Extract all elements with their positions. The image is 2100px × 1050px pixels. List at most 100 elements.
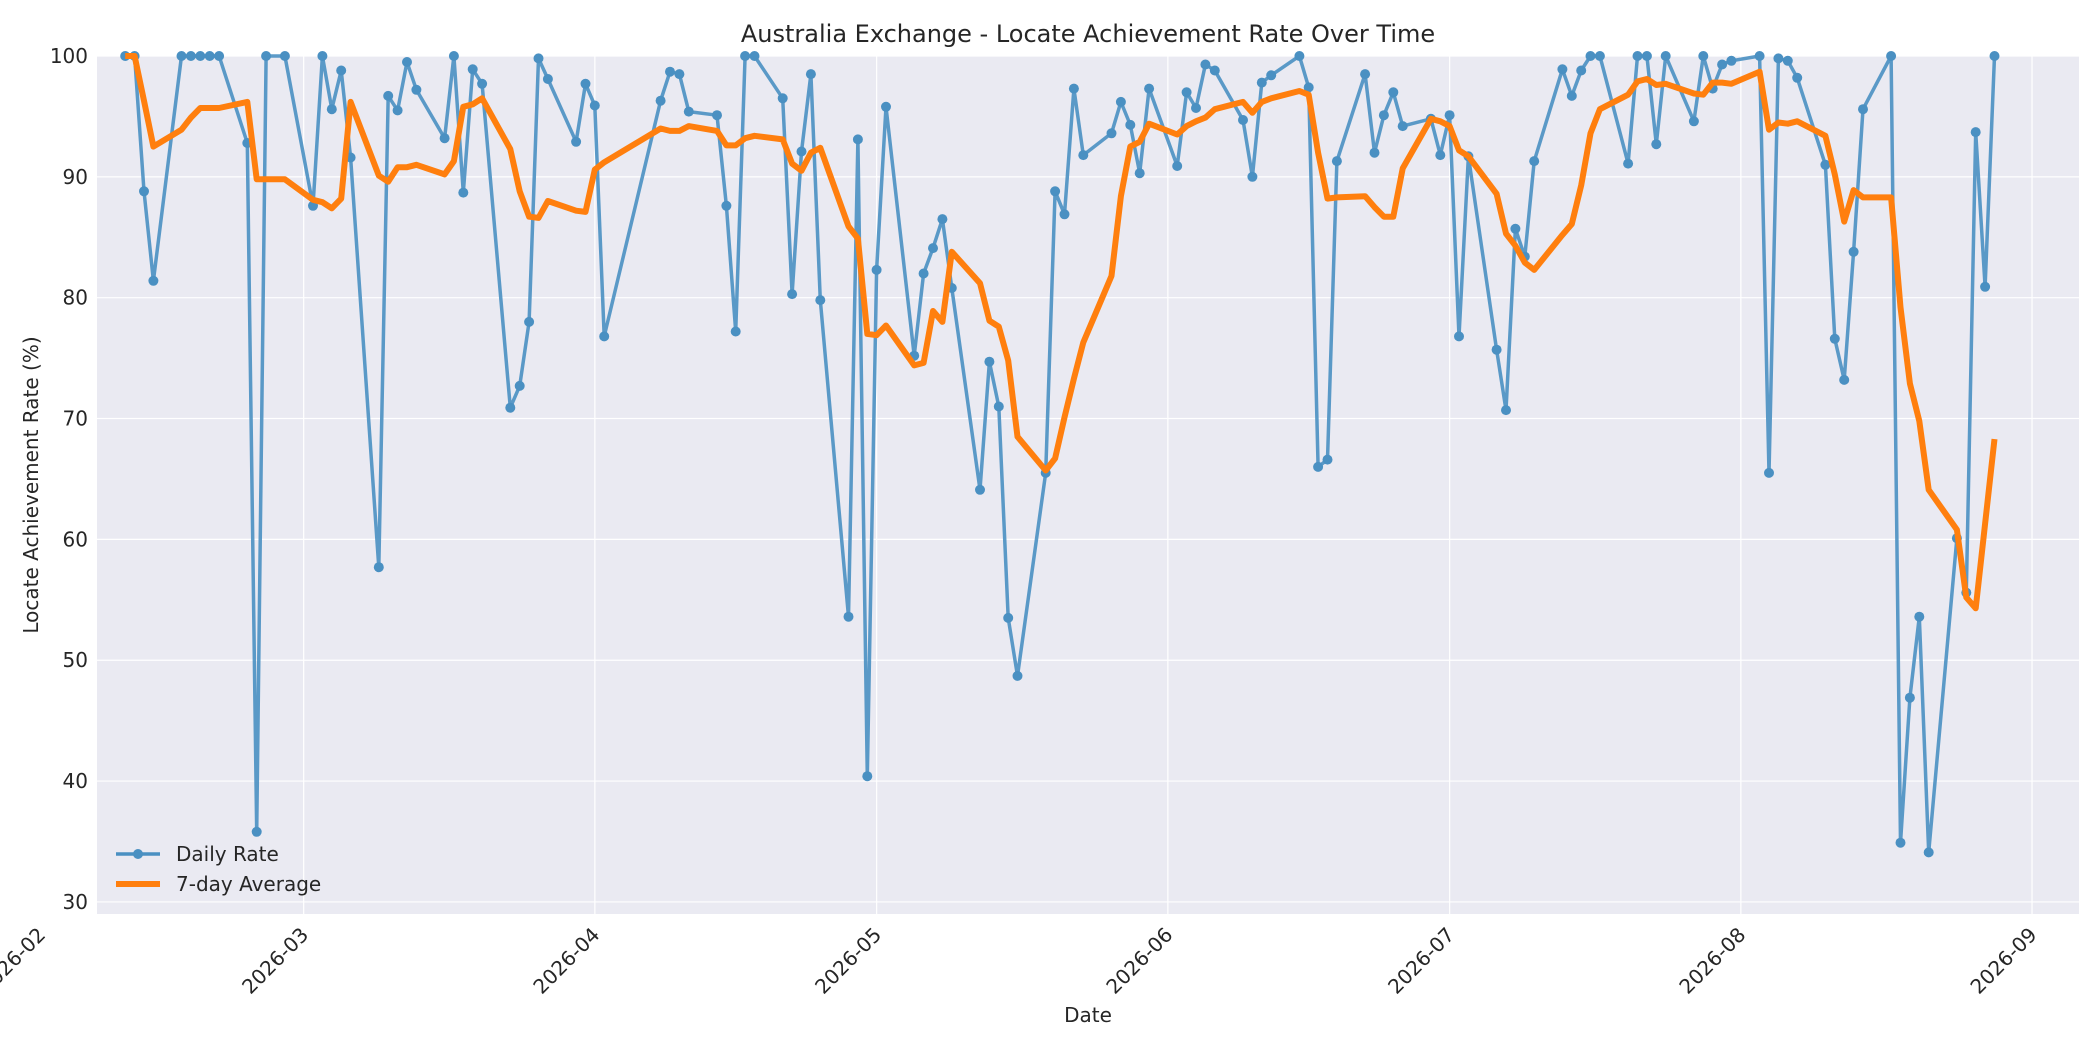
data-point-daily-rate: [542, 74, 553, 84]
data-point-daily-rate: [881, 101, 891, 112]
y-tick-label: 50: [63, 648, 88, 672]
data-point-daily-rate: [1012, 670, 1023, 681]
data-point-daily-rate: [937, 214, 948, 225]
legend-label-daily-rate: Daily Rate: [176, 842, 279, 866]
data-point-daily-rate: [1641, 51, 1652, 61]
data-point-daily-rate: [1970, 127, 1981, 138]
data-point-daily-rate: [928, 243, 938, 254]
data-point-daily-rate: [1914, 611, 1925, 622]
data-point-daily-rate: [674, 69, 685, 80]
data-point-daily-rate: [1209, 65, 1220, 76]
data-point-daily-rate: [871, 264, 882, 275]
data-point-daily-rate: [1576, 65, 1587, 76]
data-point-daily-rate: [176, 51, 187, 61]
data-point-daily-rate: [1331, 156, 1342, 167]
y-axis-label: Locate Achievement Rate (%): [19, 336, 43, 633]
data-point-daily-rate: [749, 51, 760, 61]
data-point-daily-rate: [683, 106, 694, 117]
data-point-daily-rate: [571, 136, 582, 147]
data-point-daily-rate: [796, 146, 807, 157]
data-point-daily-rate: [1191, 103, 1201, 113]
data-point-daily-rate: [862, 771, 873, 782]
data-point-daily-rate: [787, 289, 798, 300]
data-point-daily-rate: [1266, 70, 1277, 81]
data-point-daily-rate: [1839, 374, 1850, 385]
data-point-daily-rate: [1529, 156, 1540, 167]
data-point-daily-rate: [392, 105, 403, 116]
data-point-daily-rate: [326, 104, 337, 115]
data-point-daily-rate: [1717, 59, 1728, 70]
data-point-daily-rate: [1303, 82, 1314, 93]
data-point-daily-rate: [1726, 55, 1737, 66]
data-point-daily-rate: [373, 562, 384, 573]
data-point-daily-rate: [1623, 158, 1634, 169]
data-point-daily-rate: [505, 402, 516, 413]
data-point-daily-rate: [1322, 454, 1333, 465]
data-point-daily-rate: [599, 331, 610, 342]
data-point-daily-rate: [721, 200, 732, 211]
series-layer: [120, 51, 2000, 858]
legend-label-7-day-average: 7-day Average: [176, 872, 321, 896]
data-point-daily-rate: [1369, 147, 1380, 158]
data-point-daily-rate: [1068, 83, 1079, 94]
data-point-daily-rate: [1566, 90, 1577, 101]
data-point-daily-rate: [1557, 64, 1568, 75]
x-axis-label: Date: [1064, 1003, 1112, 1027]
y-tick-label: 60: [63, 527, 88, 551]
data-point-daily-rate: [815, 295, 826, 306]
data-point-daily-rate: [279, 51, 290, 61]
legend: Daily Rate 7-day Average: [116, 842, 321, 896]
data-point-daily-rate: [1491, 344, 1502, 355]
gridlines: [40, 55, 2079, 914]
data-point-daily-rate: [580, 78, 591, 89]
data-point-daily-rate: [740, 51, 751, 61]
data-point-daily-rate: [1435, 150, 1446, 161]
data-point-daily-rate: [975, 484, 985, 495]
data-point-daily-rate: [1454, 331, 1464, 342]
legend-marker-daily-rate: [133, 849, 143, 859]
series-line-7-day-average: [125, 53, 1998, 612]
data-point-daily-rate: [1688, 116, 1699, 127]
data-point-daily-rate: [1238, 115, 1248, 125]
data-point-daily-rate: [1904, 692, 1915, 703]
data-point-daily-rate: [1848, 246, 1859, 257]
data-point-daily-rate: [1829, 333, 1840, 344]
data-point-daily-rate: [1792, 72, 1803, 83]
data-point-daily-rate: [1115, 96, 1126, 107]
data-point-daily-rate: [1106, 128, 1117, 139]
data-point-daily-rate: [1256, 77, 1267, 88]
data-point-daily-rate: [1820, 159, 1831, 170]
data-point-daily-rate: [1632, 51, 1643, 61]
data-point-daily-rate: [1059, 209, 1070, 220]
data-point-daily-rate: [261, 51, 272, 61]
data-point-daily-rate: [1510, 223, 1521, 234]
data-point-daily-rate: [1078, 150, 1089, 161]
data-point-daily-rate: [1698, 51, 1709, 61]
data-point-daily-rate: [1200, 59, 1211, 70]
data-point-daily-rate: [1444, 110, 1455, 121]
data-point-daily-rate: [665, 66, 675, 77]
data-point-daily-rate: [1144, 83, 1155, 94]
chart-title: Australia Exchange - Locate Achievement …: [741, 20, 1435, 48]
data-point-daily-rate: [777, 93, 788, 104]
data-point-daily-rate: [1181, 87, 1192, 98]
data-point-daily-rate: [185, 51, 196, 61]
data-point-daily-rate: [1764, 467, 1774, 478]
data-point-daily-rate: [1754, 51, 1765, 61]
data-point-daily-rate: [148, 275, 159, 286]
data-point-daily-rate: [514, 380, 525, 391]
data-point-daily-rate: [214, 51, 225, 61]
data-point-daily-rate: [458, 187, 469, 198]
data-point-daily-rate: [843, 611, 854, 622]
data-point-daily-rate: [1980, 281, 1991, 292]
y-tick-label: 100: [50, 44, 88, 68]
data-point-daily-rate: [524, 316, 535, 327]
data-point-daily-rate: [439, 133, 450, 144]
data-point-daily-rate: [984, 356, 995, 367]
data-point-daily-rate: [448, 51, 459, 61]
data-point-daily-rate: [712, 110, 722, 121]
data-point-daily-rate: [251, 826, 262, 837]
data-point-daily-rate: [204, 51, 215, 61]
data-point-daily-rate: [1501, 405, 1511, 416]
